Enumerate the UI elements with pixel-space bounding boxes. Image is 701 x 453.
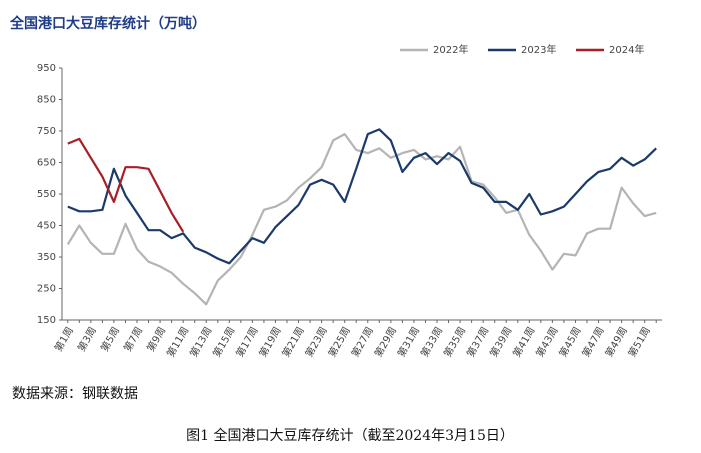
y-tick-label: 850: [37, 95, 56, 106]
legend-label: 2024年: [609, 43, 644, 56]
x-tick-label: 第41周: [510, 325, 538, 360]
series-line: [67, 137, 185, 233]
caption: 图1 全国港口大豆库存统计（截至2024年3月15日）: [186, 427, 514, 444]
x-tick-label: 第27周: [348, 325, 376, 360]
x-tick-label: 第1周: [52, 325, 76, 354]
legend-label: 2023年: [521, 43, 556, 56]
x-tick-label: 第29周: [371, 325, 399, 360]
x-tick-label: 第47周: [579, 325, 607, 360]
x-tick-label: 第45周: [556, 325, 584, 360]
y-tick-label: 150: [37, 315, 56, 326]
x-tick-label: 第23周: [302, 325, 330, 360]
x-tick-label: 第19周: [256, 325, 284, 360]
x-tick-label: 第21周: [279, 325, 307, 360]
x-tick-label: 第3周: [75, 325, 99, 354]
x-tick-label: 第51周: [625, 325, 653, 360]
x-tick-label: 第17周: [233, 325, 261, 360]
x-tick-label: 第9周: [144, 325, 168, 354]
legend-label: 2022年: [433, 43, 468, 56]
x-tick-label: 第31周: [394, 325, 422, 360]
x-tick-label: 第11周: [164, 325, 192, 360]
x-tick-label: 第15周: [210, 325, 238, 360]
source-note: 数据来源：钢联数据: [12, 386, 138, 402]
series-line: [66, 133, 657, 306]
x-tick-label: 第5周: [98, 325, 122, 354]
x-tick-label: 第25周: [325, 325, 353, 360]
y-tick-label: 750: [37, 126, 56, 137]
x-tick-label: 第49周: [602, 325, 630, 360]
x-tick-label: 第39周: [487, 325, 515, 360]
x-tick-label: 第7周: [121, 325, 145, 354]
y-tick-label: 650: [37, 158, 56, 169]
chart-title: 全国港口大豆库存统计（万吨）: [9, 15, 206, 32]
y-tick-label: 550: [37, 189, 56, 200]
y-tick-label: 250: [37, 284, 56, 295]
x-tick-label: 第35周: [441, 325, 469, 360]
y-tick-label: 350: [37, 252, 56, 263]
y-tick-label: 450: [37, 221, 56, 232]
x-tick-label: 第33周: [418, 325, 446, 360]
x-tick-label: 第43周: [533, 325, 561, 360]
x-tick-label: 第13周: [187, 325, 215, 360]
x-tick-label: 第37周: [464, 324, 492, 359]
series-line: [67, 128, 657, 265]
y-tick-label: 950: [37, 63, 56, 74]
